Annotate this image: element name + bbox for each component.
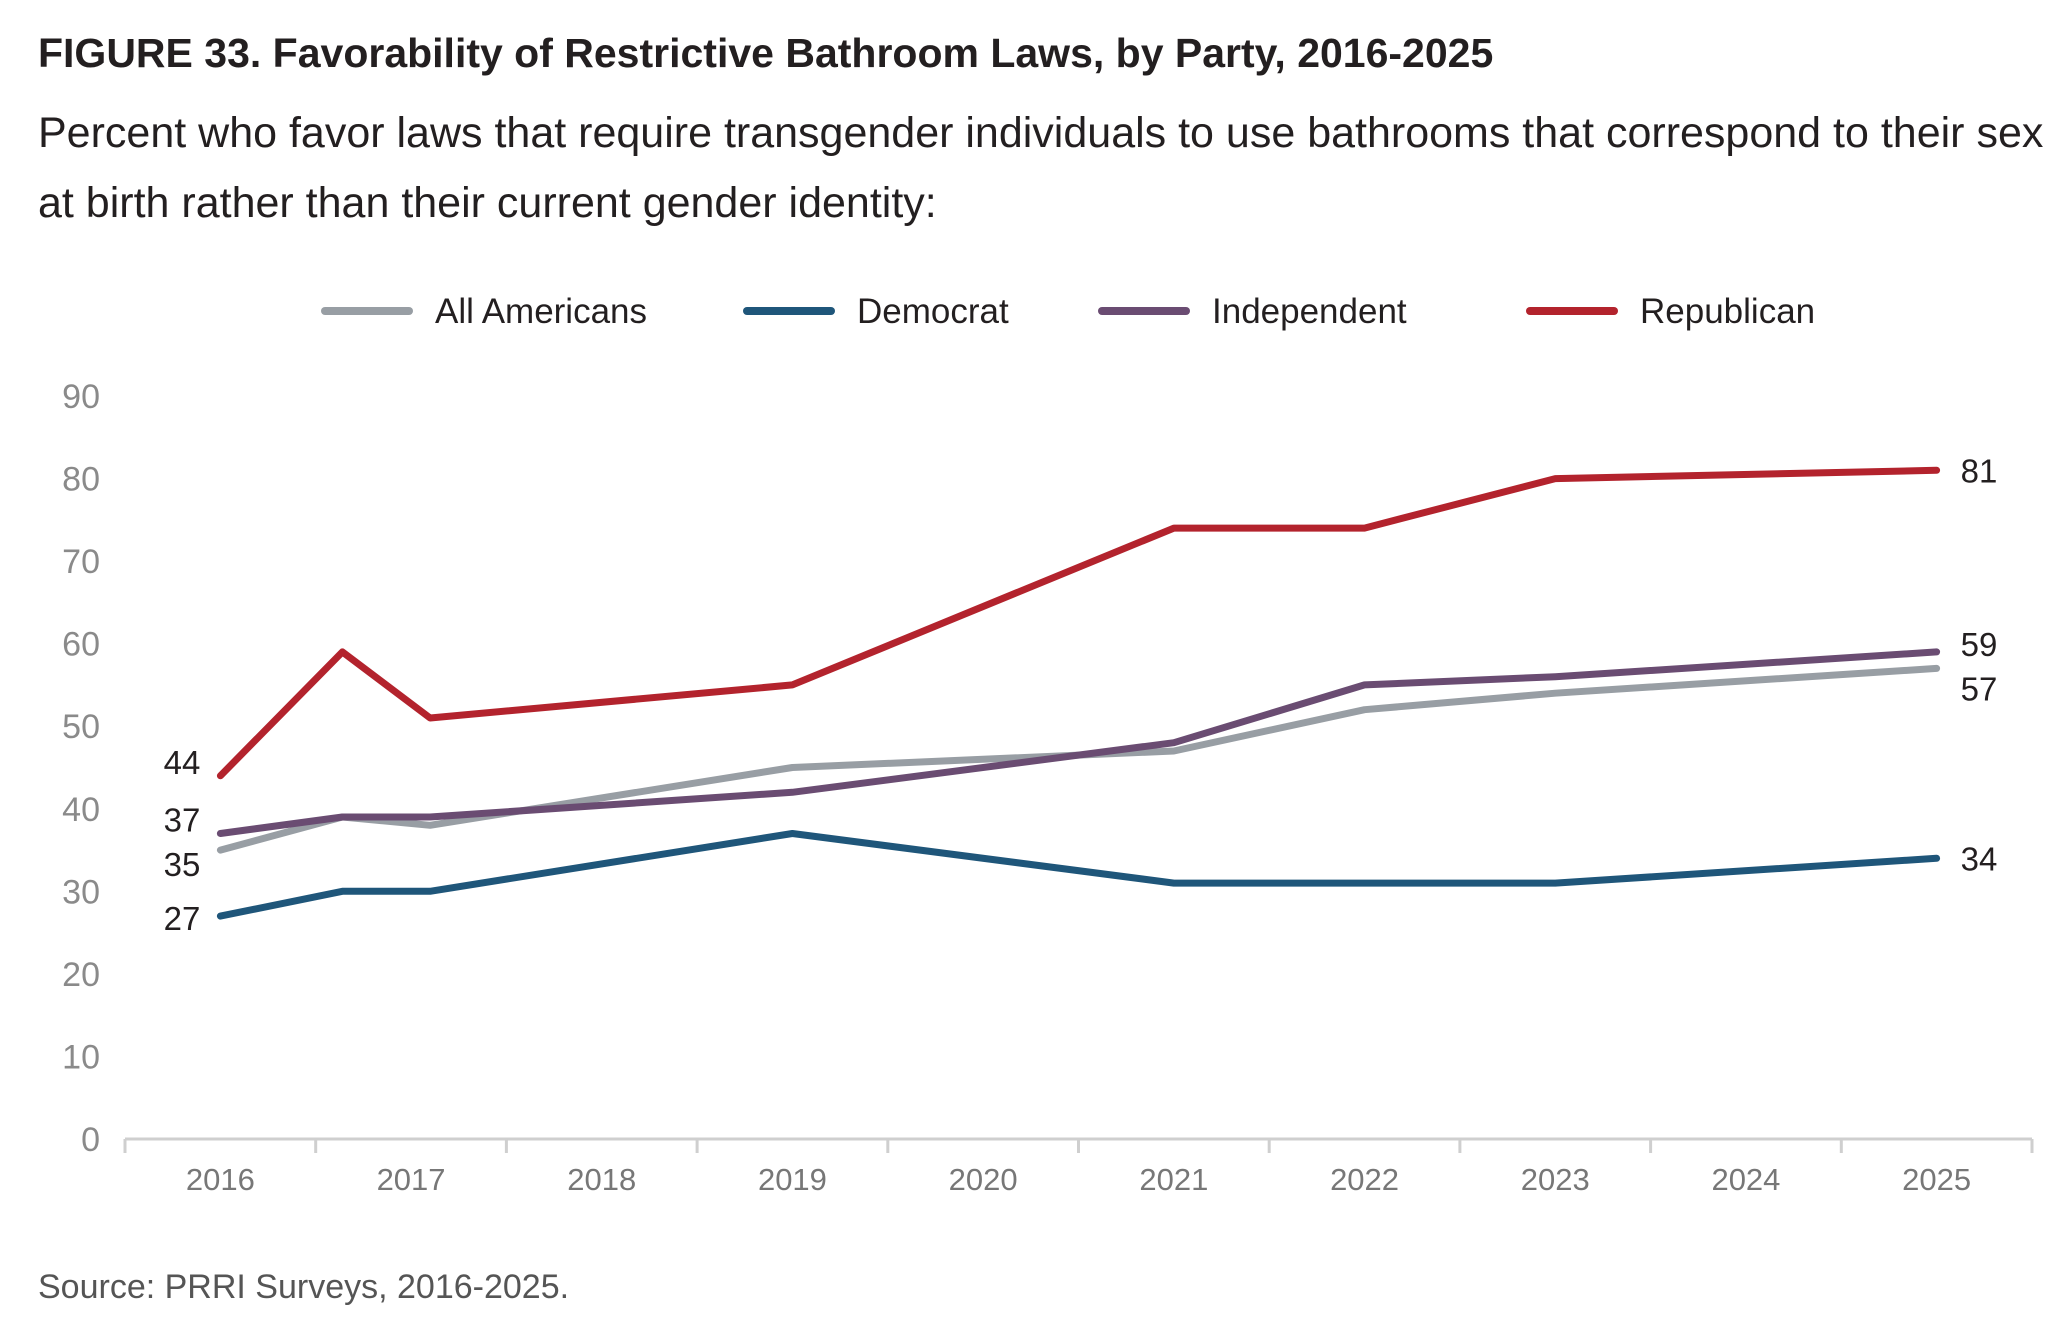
y-axis: 0 10 20 30 40 50 60 70 80 90 [62, 378, 100, 1159]
x-tick-label: 2023 [1521, 1162, 1590, 1197]
end-label-independent: 59 [1961, 626, 1998, 663]
end-label-democrat: 34 [1961, 840, 1998, 877]
source-note: Source: PRRI Surveys, 2016-2025. [38, 1268, 570, 1306]
series-line-republican [216, 466, 1941, 780]
start-label-all-americans: 35 [164, 846, 201, 883]
series-line-all-americans [216, 664, 1941, 854]
y-tick-label: 20 [62, 956, 100, 994]
y-tick-label: 50 [62, 708, 100, 746]
y-tick-label: 0 [81, 1121, 100, 1159]
x-tick-label: 2019 [758, 1162, 827, 1197]
x-tick-label: 2020 [949, 1162, 1018, 1197]
legend-label-democrat: Democrat [857, 292, 1009, 331]
x-tick-label: 2021 [1139, 1162, 1208, 1197]
chart-legend: All Americans Democrat Independent Republic… [321, 292, 1815, 331]
x-axis: 2016 2017 2018 2019 2020 2021 2022 2023 2024 2025 [123, 1137, 2034, 1197]
series-line-independent [216, 648, 1941, 837]
y-tick-label: 60 [62, 626, 100, 664]
series-line-democrat [216, 830, 1941, 920]
y-tick-label: 30 [62, 873, 100, 911]
start-label-independent: 37 [164, 802, 201, 839]
legend-label-republican: Republican [1640, 292, 1815, 331]
x-tick-label: 2024 [1711, 1162, 1780, 1197]
figure-title: FIGURE 33. Favorability of Restrictive B… [38, 30, 1494, 76]
data-labels: 35 57 27 34 37 59 44 81 [164, 452, 1998, 937]
end-label-all-americans: 57 [1961, 670, 1998, 707]
x-tick-label: 2022 [1330, 1162, 1399, 1197]
start-label-republican: 44 [164, 744, 201, 781]
y-tick-label: 70 [62, 543, 100, 581]
start-label-democrat: 27 [164, 900, 201, 937]
y-tick-label: 40 [62, 791, 100, 829]
legend-label-all-americans: All Americans [435, 292, 647, 331]
y-tick-label: 10 [62, 1038, 100, 1076]
x-tick-label: 2016 [186, 1162, 255, 1197]
x-tick-label: 2017 [377, 1162, 446, 1197]
figure-subtitle: Percent who favor laws that require tran… [38, 109, 2044, 227]
legend-label-independent: Independent [1212, 292, 1407, 331]
end-label-republican: 81 [1961, 452, 1998, 489]
series-lines [216, 466, 1941, 920]
x-tick-label: 2025 [1902, 1162, 1971, 1197]
y-tick-label: 80 [62, 461, 100, 499]
y-tick-label: 90 [62, 378, 100, 416]
x-tick-label: 2018 [567, 1162, 636, 1197]
